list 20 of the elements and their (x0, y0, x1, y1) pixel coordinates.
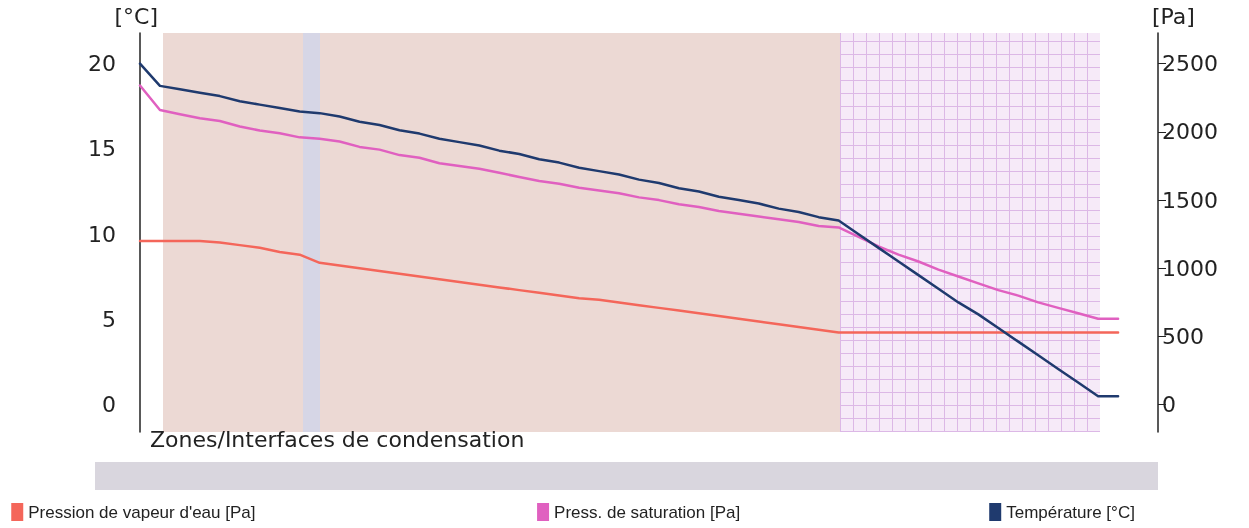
legend-label: Press. de saturation [Pa] (554, 502, 741, 522)
y-tick-label: 10 (88, 221, 116, 247)
y-tick-label: 5 (102, 306, 116, 332)
y2-tick-label: 500 (1162, 324, 1204, 350)
y2-tick-label: 0 (1162, 392, 1176, 418)
y-axis-title: [°C] (114, 3, 158, 29)
legend-label: Température [°C] (1006, 502, 1135, 522)
y-tick-label: 20 (88, 51, 116, 77)
annotation: Zones/Interfaces de condensation (150, 426, 525, 452)
line-series (138, 62, 1120, 398)
y2-axis-title: [Pa] (1152, 3, 1195, 29)
y-tick-label: 0 (102, 392, 116, 418)
y-tick-label: 15 (88, 136, 116, 162)
y2-tick-label: 1500 (1162, 187, 1218, 213)
line-series (138, 239, 1120, 334)
legend-label: Pression de vapeur d'eau [Pa] (28, 502, 256, 522)
y2-tick-label: 2000 (1162, 119, 1218, 145)
line-series (138, 84, 1120, 321)
y2-tick-label: 2500 (1162, 51, 1218, 77)
y2-tick-label: 1000 (1162, 255, 1218, 281)
